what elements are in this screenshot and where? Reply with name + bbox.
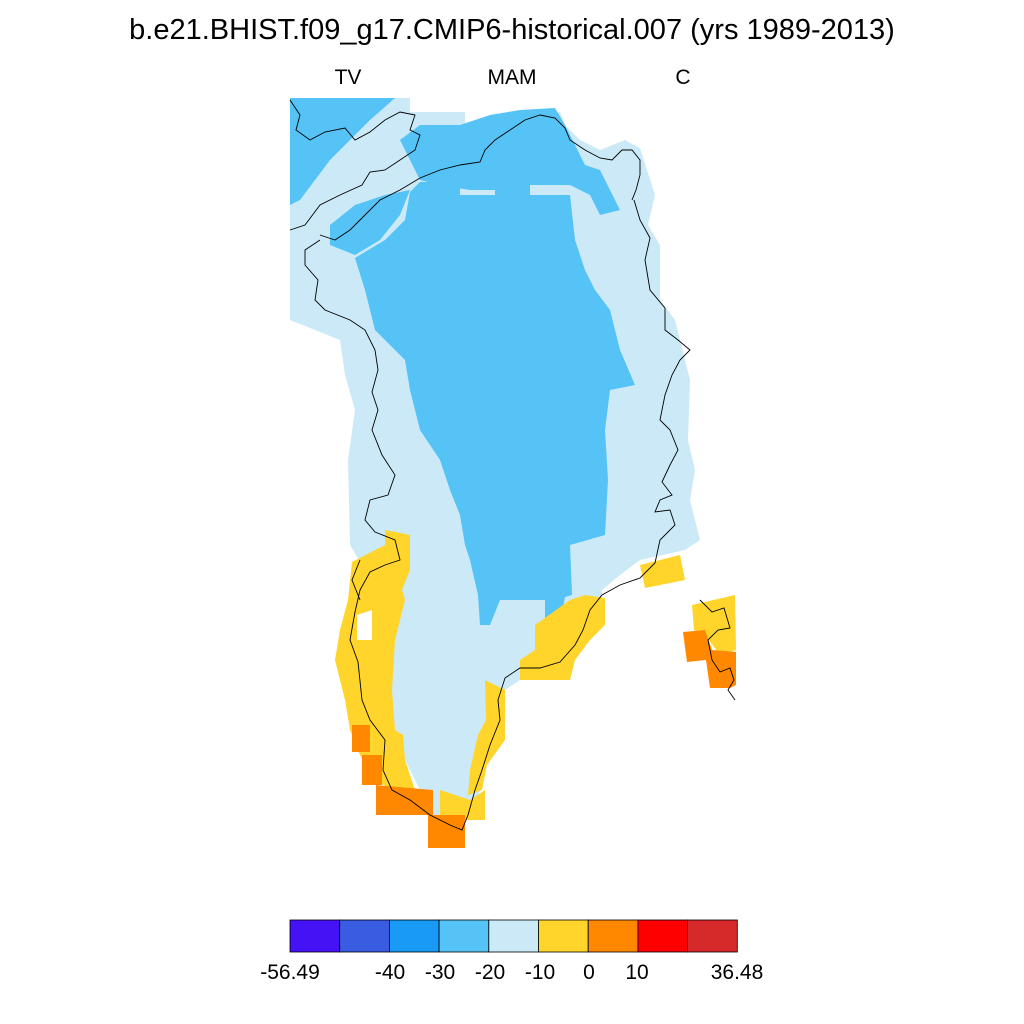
colorbar-label: 36.48 — [710, 961, 764, 984]
coastline — [289, 99, 736, 831]
region-orange-south2 — [362, 755, 382, 785]
colorbar — [289, 919, 738, 953]
colorbar-box — [289, 919, 341, 953]
region-yellow-east — [520, 595, 605, 680]
subtitle-left: TV — [334, 66, 362, 89]
colorbar-label: -20 — [474, 961, 506, 984]
subtitle-right: C — [675, 66, 691, 89]
region-medium-blue-north — [400, 108, 620, 215]
region-orange-south1 — [352, 725, 370, 752]
plot-title: b.e21.BHIST.f09_g17.CMIP6-historical.007… — [129, 14, 895, 46]
region-orange-south3 — [376, 785, 433, 815]
colorbar-label: -56.49 — [260, 961, 320, 984]
colorbar-box — [389, 919, 440, 953]
region-medium-blue-northwest — [290, 98, 395, 205]
colorbar-box — [687, 919, 738, 953]
colorbar-label: -10 — [524, 961, 556, 984]
region-yellow-southeast — [468, 680, 505, 795]
colorbar-box — [488, 919, 539, 953]
colorbar-box — [587, 919, 639, 953]
subtitle-center: MAM — [487, 66, 537, 89]
region-white-gap — [357, 610, 372, 640]
colorbar-label: -30 — [424, 961, 456, 984]
region-orange-iceland — [683, 630, 736, 688]
region-yellow-south — [440, 790, 485, 820]
region-medium-blue-northwest2 — [330, 190, 410, 255]
region-yellow-east-coast — [640, 555, 685, 588]
colorbar-label: 10 — [625, 961, 649, 984]
colorbar-box — [438, 919, 490, 953]
region-medium-blue-ice — [355, 150, 635, 625]
colorbar-box — [637, 919, 688, 953]
colorbar-box — [339, 919, 390, 953]
colorbar-label: 0 — [583, 961, 595, 984]
colorbar-box — [538, 919, 589, 953]
region-orange-south4 — [428, 815, 465, 848]
colorbar-label: -40 — [374, 961, 406, 984]
